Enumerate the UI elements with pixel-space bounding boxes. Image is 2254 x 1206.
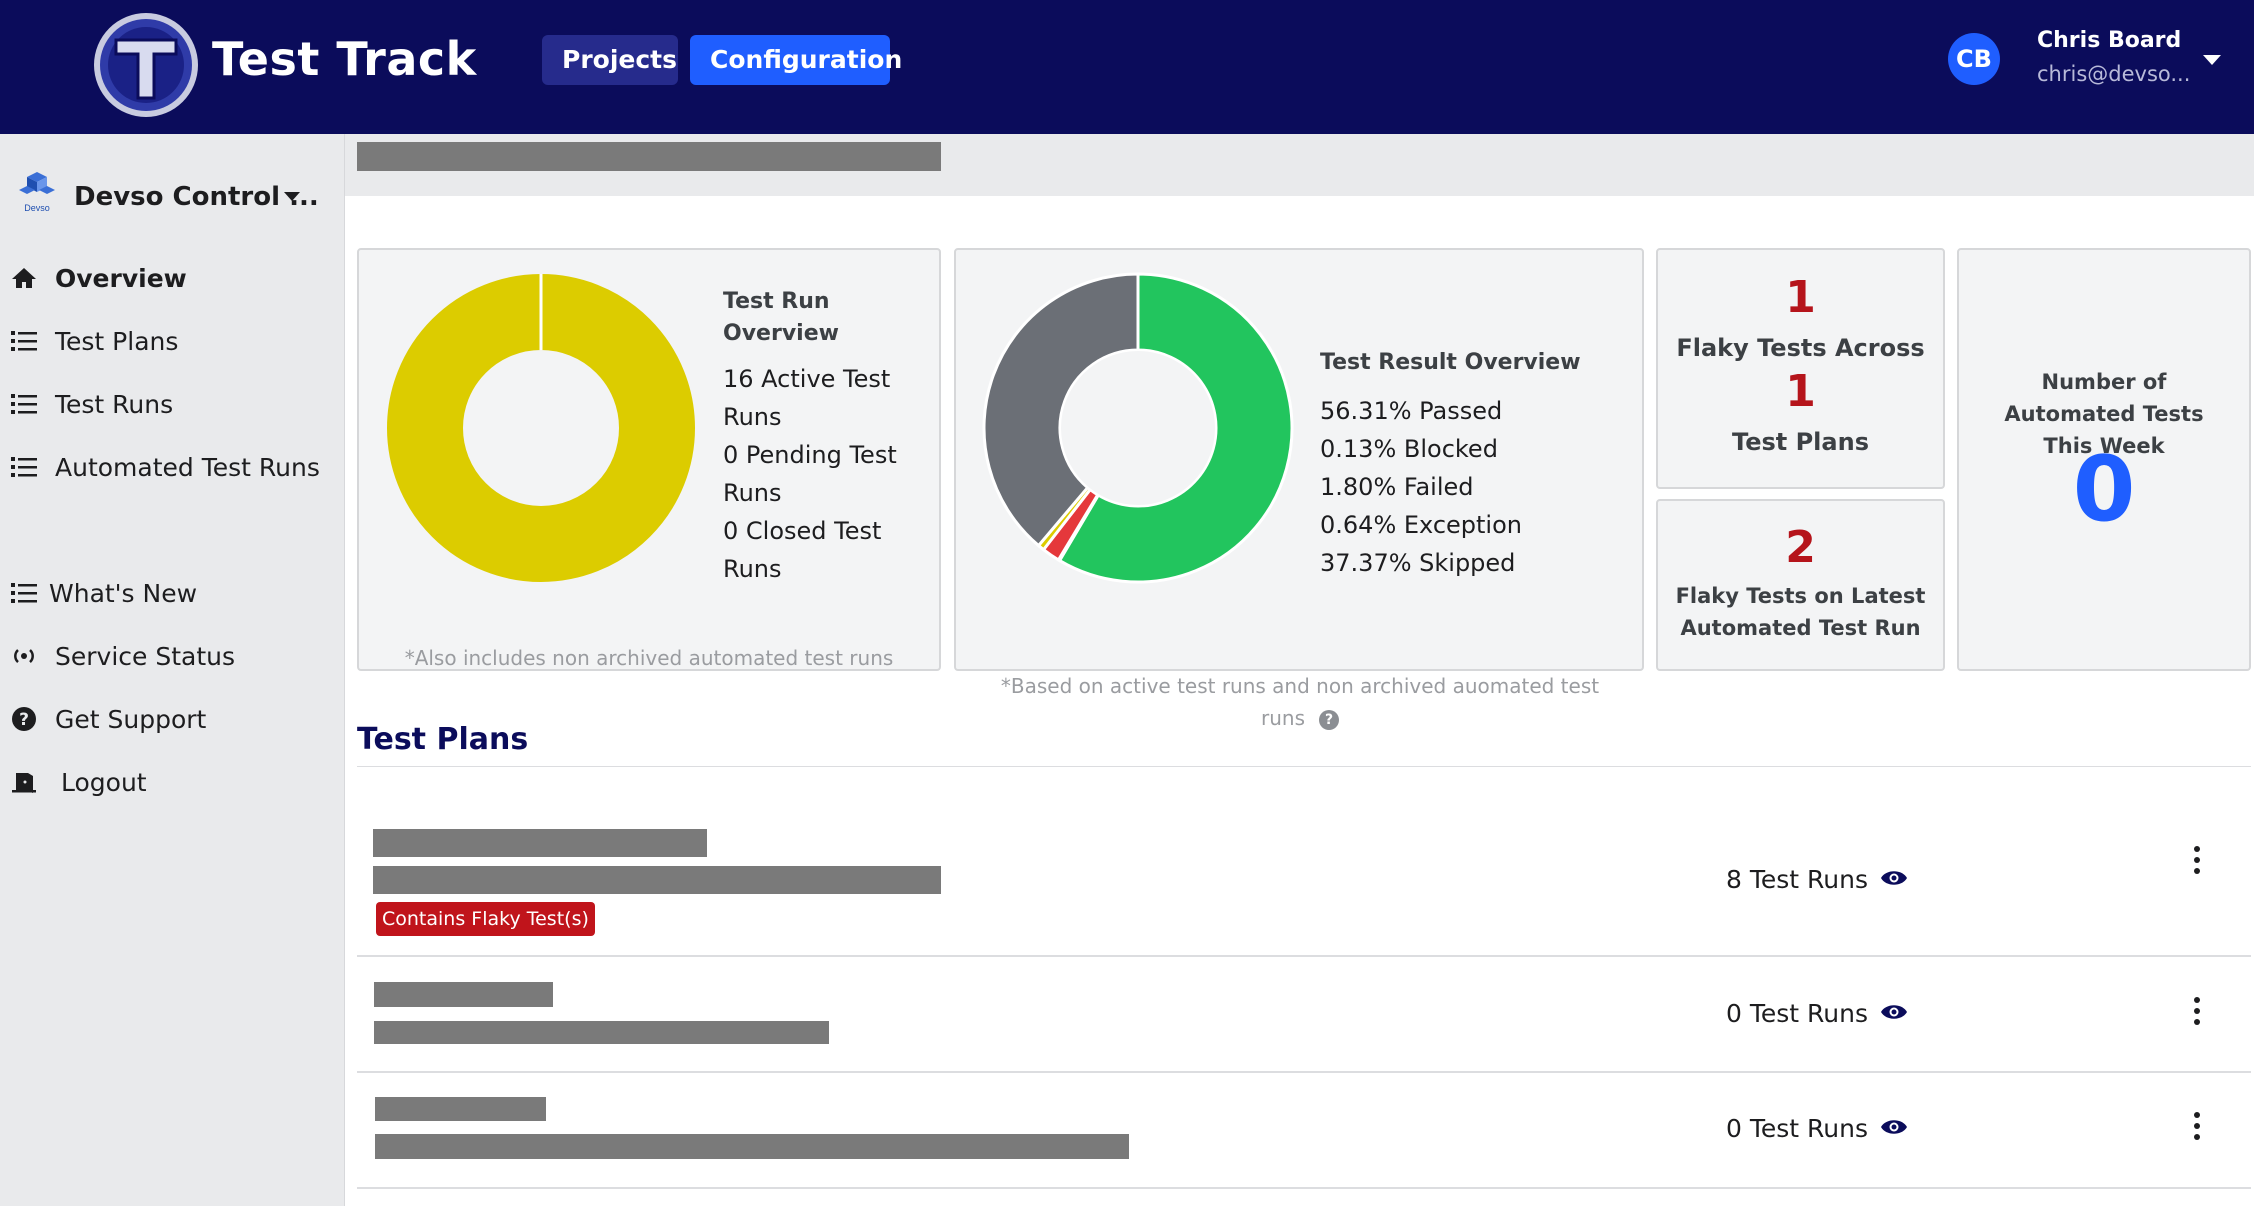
sidebar-item-label: Logout (61, 767, 147, 797)
passed-stat: 56.31% Passed (1320, 397, 1503, 425)
svg-text:?: ? (19, 710, 29, 730)
org-logo-text: Devso (24, 203, 50, 213)
sidebar-item-automated-test-runs[interactable]: Automated Test Runs (10, 447, 320, 487)
configuration-button[interactable]: Configuration (690, 35, 902, 85)
more-options-icon[interactable] (2190, 1112, 2204, 1142)
sidebar-item-label: Service Status (55, 641, 236, 671)
redacted-plan-name (375, 1097, 546, 1121)
user-menu-caret-icon[interactable] (2203, 55, 2221, 65)
more-options-icon[interactable] (2190, 997, 2204, 1027)
sidebar-item-test-runs[interactable]: Test Runs (10, 384, 173, 424)
pending-test-runs: 0 Pending Test Runs (723, 441, 897, 507)
eye-icon[interactable] (1880, 868, 1908, 888)
flaky-across-count: 1 (1785, 272, 1816, 323)
exception-stat: 0.64% Exception (1320, 511, 1522, 539)
sidebar-item-logout[interactable]: Logout (10, 762, 147, 802)
user-name: Chris Board (2037, 28, 2182, 53)
test-track-logo-icon[interactable] (91, 10, 201, 120)
redacted-plan-description (375, 1134, 1129, 1159)
flaky-test-plans-count: 1 (1785, 366, 1816, 417)
donut-hole (1061, 351, 1215, 505)
list-icon (10, 390, 38, 418)
test-run-donut-chart (387, 274, 695, 582)
door-exit-icon (10, 768, 38, 796)
sidebar-item-label: Overview (55, 263, 187, 293)
org-name[interactable]: Devso Control ... (74, 182, 319, 212)
question-circle-icon: ? (10, 705, 38, 733)
list-icon (10, 453, 38, 481)
flaky-latest-count: 2 (1785, 522, 1816, 573)
help-icon[interactable]: ? (1319, 709, 1339, 730)
flaky-latest-label: Flaky Tests on Latest Automated Test Run (1675, 584, 1926, 640)
flaky-badge: Contains Flaky Test(s) (376, 902, 595, 936)
skipped-stat: 37.37% Skipped (1320, 549, 1516, 577)
test-plan-row[interactable] (357, 1073, 2251, 1189)
flaky-test-plans-label: Test Plans (1732, 428, 1869, 456)
test-plan-row[interactable] (357, 957, 2251, 1073)
test-runs-count: 0 Test Runs (1726, 1114, 1868, 1143)
test-plans-heading: Test Plans (357, 722, 529, 757)
closed-test-runs: 0 Closed Test Runs (723, 517, 882, 583)
sidebar-item-label: Get Support (55, 704, 207, 734)
sidebar-item-label: Automated Test Runs (55, 452, 320, 482)
sidebar-item-overview[interactable]: Overview (10, 258, 187, 298)
automated-tests-week-card (1957, 248, 2251, 671)
test-result-overview-stats: 56.31% Passed 0.13% Blocked 1.80% Failed… (1320, 392, 1522, 582)
redacted-plan-name (373, 829, 707, 857)
donut-hole (464, 351, 618, 505)
flaky-across-label: Flaky Tests Across (1676, 334, 1925, 362)
flaky-tests-across-card (1656, 248, 1945, 489)
app-title: Test Track (212, 32, 477, 86)
test-result-overview-note: *Based on active test runs and non archi… (990, 670, 1610, 734)
redacted-breadcrumb (357, 142, 941, 171)
sidebar-item-whats-new[interactable]: What's New (10, 573, 197, 613)
test-result-overview-title: Test Result Overview (1320, 350, 1581, 375)
test-result-donut-chart (982, 272, 1294, 584)
sidebar-item-test-plans[interactable]: Test Plans (10, 321, 178, 361)
user-avatar[interactable]: CB (1948, 33, 2000, 85)
sidebar-item-label: What's New (49, 578, 198, 608)
sidebar-item-service-status[interactable]: Service Status (10, 636, 235, 676)
test-run-overview-title: Test Run Overview (723, 289, 839, 346)
failed-stat: 1.80% Failed (1320, 473, 1474, 501)
automated-tests-week-count: 0 (2072, 437, 2136, 542)
donut-slice-skipped[interactable] (982, 272, 1140, 548)
blocked-stat: 0.13% Blocked (1320, 435, 1498, 463)
test-runs-count: 0 Test Runs (1726, 999, 1868, 1028)
sidebar: Devso Devso Control ... Overview Test Pl… (0, 134, 345, 1206)
redacted-plan-name (374, 982, 553, 1007)
projects-button[interactable]: Projects (542, 35, 678, 85)
test-run-overview-stats: 16 Active Test Runs 0 Pending Test Runs … (723, 360, 923, 588)
test-plan-row[interactable] (357, 767, 2251, 957)
list-icon (10, 579, 38, 607)
test-run-overview-note: *Also includes non archived automated te… (404, 646, 894, 670)
sidebar-item-get-support[interactable]: ? Get Support (10, 699, 206, 739)
top-header: Test Track Projects Configuration CB Chr… (0, 0, 2254, 134)
active-test-runs: 16 Active Test Runs (723, 365, 891, 431)
eye-icon[interactable] (1880, 1117, 1908, 1137)
broadcast-icon (10, 642, 38, 670)
devso-logo-icon[interactable]: Devso (14, 168, 60, 214)
divider (357, 766, 2251, 767)
eye-icon[interactable] (1880, 1002, 1908, 1022)
automated-tests-week-label: Number of Automated Tests This Week (2004, 370, 2204, 458)
test-runs-count: 8 Test Runs (1726, 865, 1868, 894)
flaky-latest-run-card (1656, 499, 1945, 671)
user-email: chris@devso... (2037, 62, 2191, 86)
more-options-icon[interactable] (2190, 846, 2204, 876)
org-switcher-caret-icon[interactable] (284, 192, 300, 201)
home-icon (10, 264, 38, 292)
test-result-note-text: *Based on active test runs and non archi… (1000, 674, 1600, 730)
redacted-plan-description (373, 866, 941, 894)
donut-slice-passed[interactable] (1057, 272, 1294, 584)
sidebar-item-label: Test Runs (55, 389, 174, 419)
list-icon (10, 327, 38, 355)
redacted-plan-description (374, 1021, 829, 1044)
sidebar-item-label: Test Plans (55, 326, 179, 356)
